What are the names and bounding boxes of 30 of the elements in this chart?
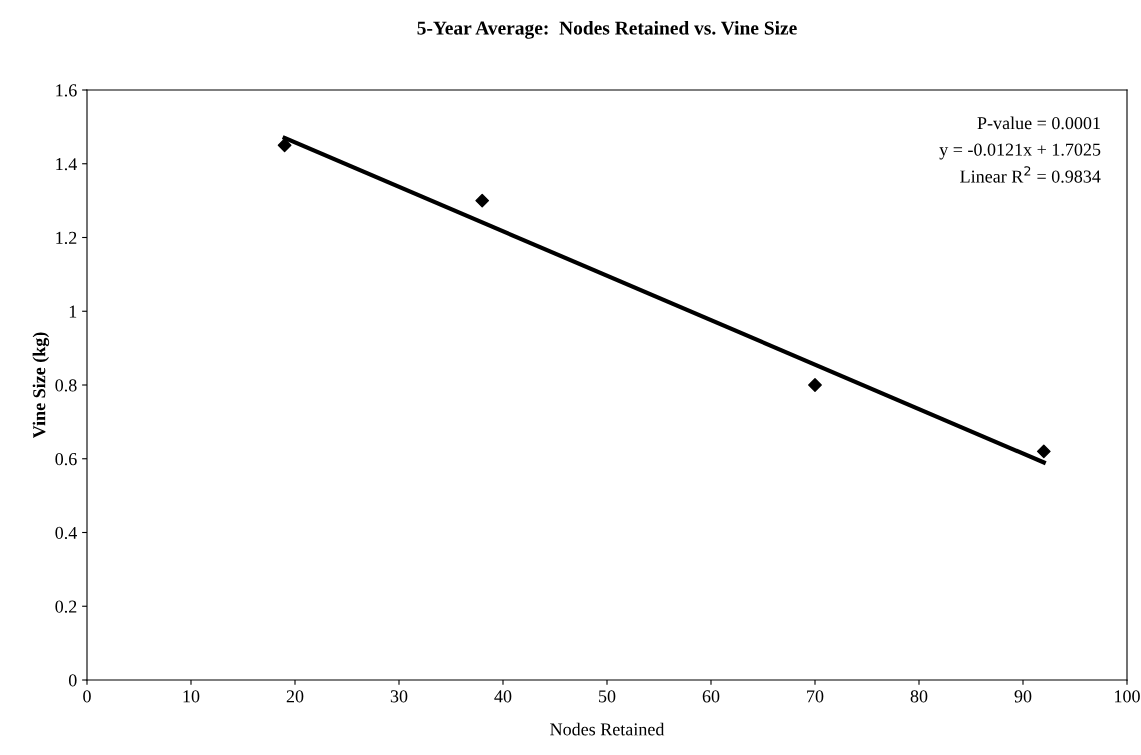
- point: [808, 378, 822, 392]
- x-tick-label: 50: [599, 690, 616, 703]
- x-tick-label: 40: [494, 690, 512, 703]
- x-tick-label: 10: [183, 690, 200, 703]
- point: [277, 138, 292, 153]
- annotation: P-value = 0.0001: [977, 116, 1100, 130]
- y-tick-label: 0.2: [55, 600, 77, 613]
- x-tick-label: 100: [1115, 690, 1140, 703]
- x-tick-label: 70: [807, 690, 824, 703]
- y-tick-label: 0: [68, 674, 77, 687]
- point: [475, 193, 490, 208]
- chart-title: 5-Year Average: Nodes Retained vs. Vine Size: [417, 20, 797, 39]
- y-tick-label: 1.2: [56, 231, 77, 245]
- y-axis-title: Vine Size (kg): [32, 332, 50, 439]
- x-axis-title: Nodes Retained: [550, 722, 665, 736]
- point: [1036, 444, 1051, 459]
- x-tick-label: 0: [83, 690, 91, 703]
- annotation: y = -0.0121x + 1.7025: [939, 143, 1101, 160]
- y-tick-label: 1.4: [56, 158, 77, 171]
- y-tick-label: 1.6: [56, 84, 77, 97]
- x-tick-label: 20: [286, 690, 304, 703]
- y-tick-label: 0.6: [55, 453, 77, 466]
- annotation: Linear R$^{2}$ = 0.9834: [960, 166, 1101, 183]
- x-tick-label: 90: [1014, 690, 1032, 703]
- x-tick-label: 30: [390, 690, 408, 703]
- x-tick-label: 80: [910, 690, 928, 703]
- y-tick-label: 0.8: [55, 379, 77, 392]
- y-tick-label: 1: [69, 305, 77, 318]
- y-tick-label: 0.4: [55, 526, 77, 540]
- x-tick-label: 60: [702, 690, 720, 703]
